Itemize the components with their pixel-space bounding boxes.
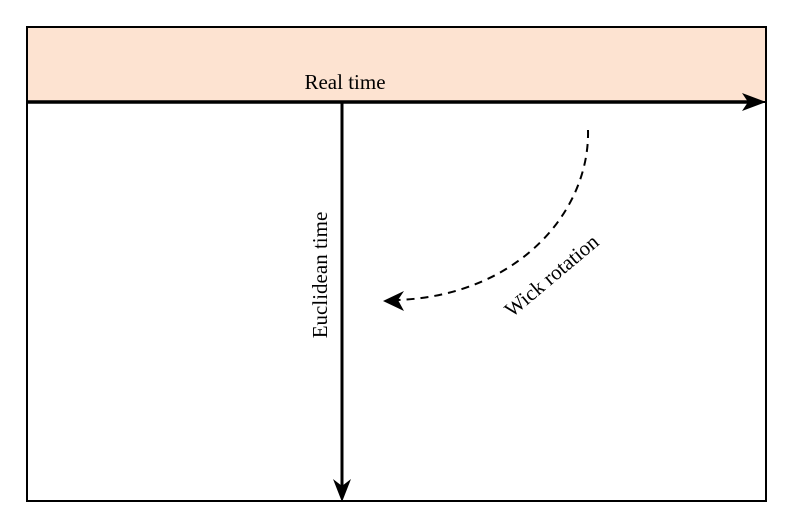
real-time-band [26,26,767,103]
real-time-label: Real time [304,70,385,94]
outer-frame [26,26,767,502]
euclidean-time-label: Euclidean time [308,212,332,339]
real-time-arrowhead [742,93,766,111]
wick-rotation-arrowhead [383,291,404,311]
euclidean-time-arrowhead [333,479,351,502]
wick-rotation-arc [397,129,590,301]
